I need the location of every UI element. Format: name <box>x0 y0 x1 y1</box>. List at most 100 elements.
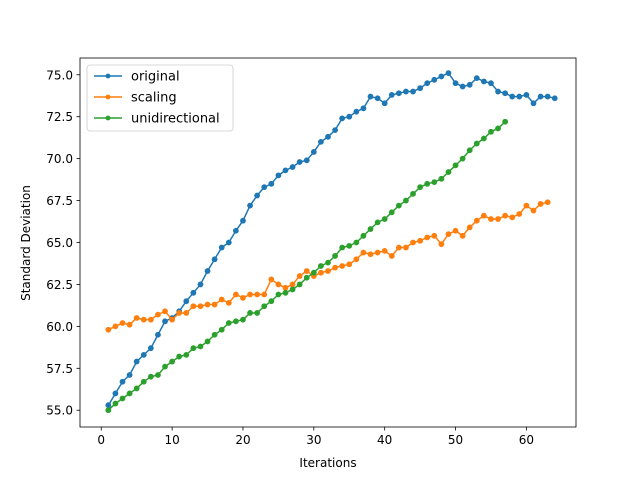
data-point <box>155 311 161 318</box>
data-point <box>466 224 473 231</box>
data-point <box>232 318 239 325</box>
y-tick-label: 55.0 <box>46 404 73 418</box>
data-point <box>105 326 112 333</box>
data-point <box>268 180 275 187</box>
data-point <box>282 167 289 174</box>
data-point <box>275 281 282 288</box>
data-point <box>232 227 239 234</box>
data-point <box>296 159 303 165</box>
data-point <box>480 78 487 85</box>
data-point <box>282 289 289 296</box>
data-point <box>225 320 232 326</box>
data-point <box>318 263 324 269</box>
data-point <box>119 320 126 326</box>
y-tick-label: 67.5 <box>46 194 73 208</box>
x-tick-label: 10 <box>164 433 179 447</box>
data-point <box>183 298 190 305</box>
data-point <box>140 351 147 358</box>
data-point <box>452 162 459 169</box>
data-point <box>459 155 466 162</box>
data-point <box>395 202 402 209</box>
y-tick-label: 65.0 <box>46 236 73 250</box>
data-point <box>218 296 225 303</box>
data-point <box>268 298 275 305</box>
data-point <box>353 239 360 246</box>
data-point <box>367 226 374 232</box>
data-point <box>310 149 317 155</box>
data-point <box>551 95 558 102</box>
data-point <box>147 373 154 380</box>
y-tick-label: 60.0 <box>46 320 73 334</box>
data-point <box>190 303 197 310</box>
data-point <box>495 88 501 95</box>
data-point <box>509 214 516 221</box>
data-point <box>374 249 381 256</box>
series-layer <box>105 70 558 414</box>
data-point <box>133 358 140 365</box>
y-axis-label: Standard Deviation <box>19 185 33 301</box>
data-point <box>424 180 431 187</box>
data-point <box>367 251 374 258</box>
data-point <box>254 192 261 199</box>
data-point <box>438 241 445 248</box>
data-point <box>403 88 409 95</box>
data-point <box>381 100 388 107</box>
data-point <box>438 175 445 182</box>
data-point <box>339 115 346 122</box>
data-point <box>325 133 331 140</box>
data-point <box>254 291 261 298</box>
data-point <box>417 237 424 244</box>
legend-swatch-marker <box>105 94 111 100</box>
x-tick-label: 40 <box>377 433 392 447</box>
data-point <box>417 184 424 191</box>
data-point <box>289 164 296 170</box>
data-point <box>162 308 168 315</box>
data-point <box>381 247 388 254</box>
data-point <box>502 212 509 219</box>
data-point <box>282 284 289 291</box>
data-point <box>218 244 225 251</box>
data-point <box>190 289 197 296</box>
legend-label: scaling <box>131 91 177 106</box>
data-point <box>537 93 544 100</box>
x-tick-label: 0 <box>97 433 105 447</box>
data-point <box>445 70 452 76</box>
data-point <box>176 353 183 360</box>
data-point <box>155 331 161 338</box>
data-point <box>140 378 147 385</box>
data-point <box>254 310 261 316</box>
legend-item-original: original <box>94 70 180 85</box>
data-point <box>176 310 183 316</box>
data-point <box>544 93 551 100</box>
legend-item-unidirectional: unidirectional <box>94 112 220 127</box>
data-point <box>105 402 112 409</box>
data-point <box>332 264 338 271</box>
data-point <box>133 385 140 392</box>
data-point <box>473 217 480 224</box>
data-point <box>395 90 402 97</box>
data-point <box>424 234 431 241</box>
data-point <box>353 108 360 115</box>
y-axis-ticks: 55.0 57.5 60.0 62.5 65.0 67.5 70.0 72.5 75.0 <box>46 68 80 418</box>
data-point <box>410 239 416 246</box>
data-point <box>204 268 211 274</box>
data-point <box>325 268 331 274</box>
data-point <box>325 259 331 266</box>
data-point <box>155 372 161 378</box>
data-point <box>112 400 119 407</box>
y-tick-label: 75.0 <box>46 68 73 82</box>
data-point <box>516 93 523 100</box>
legend-item-scaling: scaling <box>94 91 177 106</box>
data-point <box>261 303 268 310</box>
data-point <box>488 80 494 87</box>
data-point <box>211 256 218 263</box>
data-point <box>211 301 218 308</box>
data-point <box>133 315 140 321</box>
data-point <box>537 201 544 207</box>
data-point <box>169 316 176 323</box>
data-point <box>303 157 310 164</box>
data-point <box>310 269 317 276</box>
data-point <box>495 125 501 132</box>
data-point <box>374 95 381 102</box>
y-tick-label: 72.5 <box>46 110 73 124</box>
